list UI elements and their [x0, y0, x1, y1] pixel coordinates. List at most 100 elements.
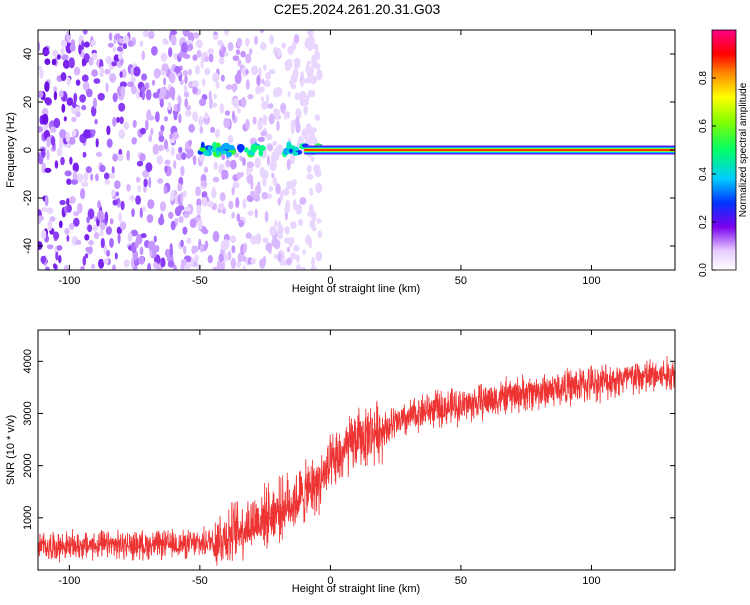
heatmap-cell [237, 252, 243, 263]
heatmap-cell [306, 234, 310, 241]
heatmap-cell [198, 116, 204, 127]
heatmap-cell [183, 91, 190, 98]
heatmap-cell [236, 144, 245, 152]
heatmap-cell [224, 110, 231, 116]
heatmap-cell [224, 51, 229, 57]
heatmap-cell [139, 40, 144, 47]
heatmap-x-axis-label: Height of straight line (km) [292, 283, 420, 295]
heatmap-cell [236, 172, 242, 180]
heatmap-cell [130, 257, 135, 269]
heatmap-cell [188, 123, 195, 133]
heatmap-cell [192, 80, 200, 89]
heatmap-cell [296, 254, 300, 263]
heatmap-cell [273, 108, 279, 116]
heatmap-cell [126, 183, 131, 192]
heatmap-cell [66, 97, 74, 106]
heatmap-cell [140, 86, 147, 92]
heatmap-cell [303, 78, 309, 84]
heatmap-cell [84, 234, 90, 241]
heatmap-cell [82, 30, 88, 35]
heatmap-cell [40, 255, 47, 264]
heatmap-cell [237, 59, 242, 67]
heatmap-cell [43, 49, 50, 56]
heatmap-cell [229, 235, 236, 243]
x-tick-label: 100 [582, 275, 600, 287]
heatmap-cell [87, 224, 93, 233]
heatmap-cell [44, 81, 50, 92]
heatmap-cell [159, 86, 167, 98]
heatmap-cell [298, 218, 303, 226]
heatmap-cell [269, 226, 277, 237]
heatmap-cell [225, 84, 233, 90]
heatmap-cell [246, 169, 251, 176]
heatmap-cell [155, 111, 160, 123]
heatmap-cell [53, 263, 57, 269]
heatmap-panel: -100 -50 0 50 100 -40 -20 0 20 40 Height of stra… [5, 29, 676, 295]
heatmap-cell [184, 263, 191, 270]
heatmap-cell [161, 63, 169, 72]
heatmap-cell [99, 222, 106, 231]
heatmap-cell [146, 109, 152, 121]
heatmap-cell [309, 187, 314, 196]
heatmap-cell [38, 41, 41, 52]
heatmap-cell [109, 237, 114, 248]
heatmap-cell [183, 212, 189, 218]
x-tick-label: 100 [582, 575, 600, 587]
heatmap-cell [188, 139, 193, 146]
heatmap-cell [152, 92, 160, 99]
heatmap-cell [286, 111, 291, 119]
heatmap-cell [54, 160, 59, 169]
heatmap-cell [284, 204, 291, 214]
y-tick-label: 1000 [22, 506, 34, 530]
heatmap-cell [132, 265, 138, 270]
heatmap-cell [112, 116, 117, 127]
heatmap-cell [250, 235, 257, 245]
heatmap-cell [90, 129, 96, 135]
heatmap-cell [65, 30, 72, 42]
heatmap-cell [141, 73, 148, 81]
heatmap-cell [178, 146, 183, 154]
heatmap-cell [196, 50, 202, 58]
heatmap-cell [117, 154, 124, 162]
heatmap-cell [85, 166, 92, 174]
heatmap-cell [126, 150, 130, 161]
heatmap-cell [299, 97, 307, 107]
heatmap-x-ticks: -100 -50 0 50 100 [58, 30, 601, 287]
heatmap-cell [212, 141, 217, 151]
heatmap-cell [97, 92, 105, 101]
heatmap-cell [224, 30, 230, 36]
heatmap-cell [63, 264, 69, 270]
heatmap-cell [139, 207, 143, 219]
heatmap-cell [90, 173, 94, 181]
heatmap-cell [162, 39, 170, 45]
snr-series-group [38, 355, 675, 566]
heatmap-cell [235, 49, 241, 55]
heatmap-cell [313, 55, 318, 65]
heatmap-cell [170, 30, 178, 36]
heatmap-cell [83, 171, 89, 182]
heatmap-cell [193, 245, 199, 253]
heatmap-cell [104, 68, 111, 75]
heatmap-cell [151, 46, 158, 56]
heatmap-cell [70, 179, 79, 185]
heatmap-cell [223, 117, 231, 129]
heatmap-cell [127, 81, 135, 88]
heatmap-cell [266, 243, 272, 253]
heatmap-cell [262, 256, 267, 266]
heatmap-cell [207, 254, 213, 264]
heatmap-cell [118, 212, 122, 223]
heatmap-cell [315, 251, 323, 262]
heatmap-cell [119, 71, 123, 78]
heatmap-cell [99, 229, 104, 237]
heatmap-cell [310, 266, 318, 270]
heatmap-cell [164, 248, 171, 258]
heatmap-cell [95, 173, 99, 182]
heatmap-cell [211, 186, 216, 196]
heatmap-cell [148, 240, 156, 251]
heatmap-cell [232, 181, 240, 189]
heatmap-cell [239, 155, 244, 162]
heatmap-cell [100, 237, 105, 249]
heatmap-cell [136, 88, 140, 100]
heatmap-cell [242, 265, 246, 270]
heatmap-cell [109, 73, 117, 83]
